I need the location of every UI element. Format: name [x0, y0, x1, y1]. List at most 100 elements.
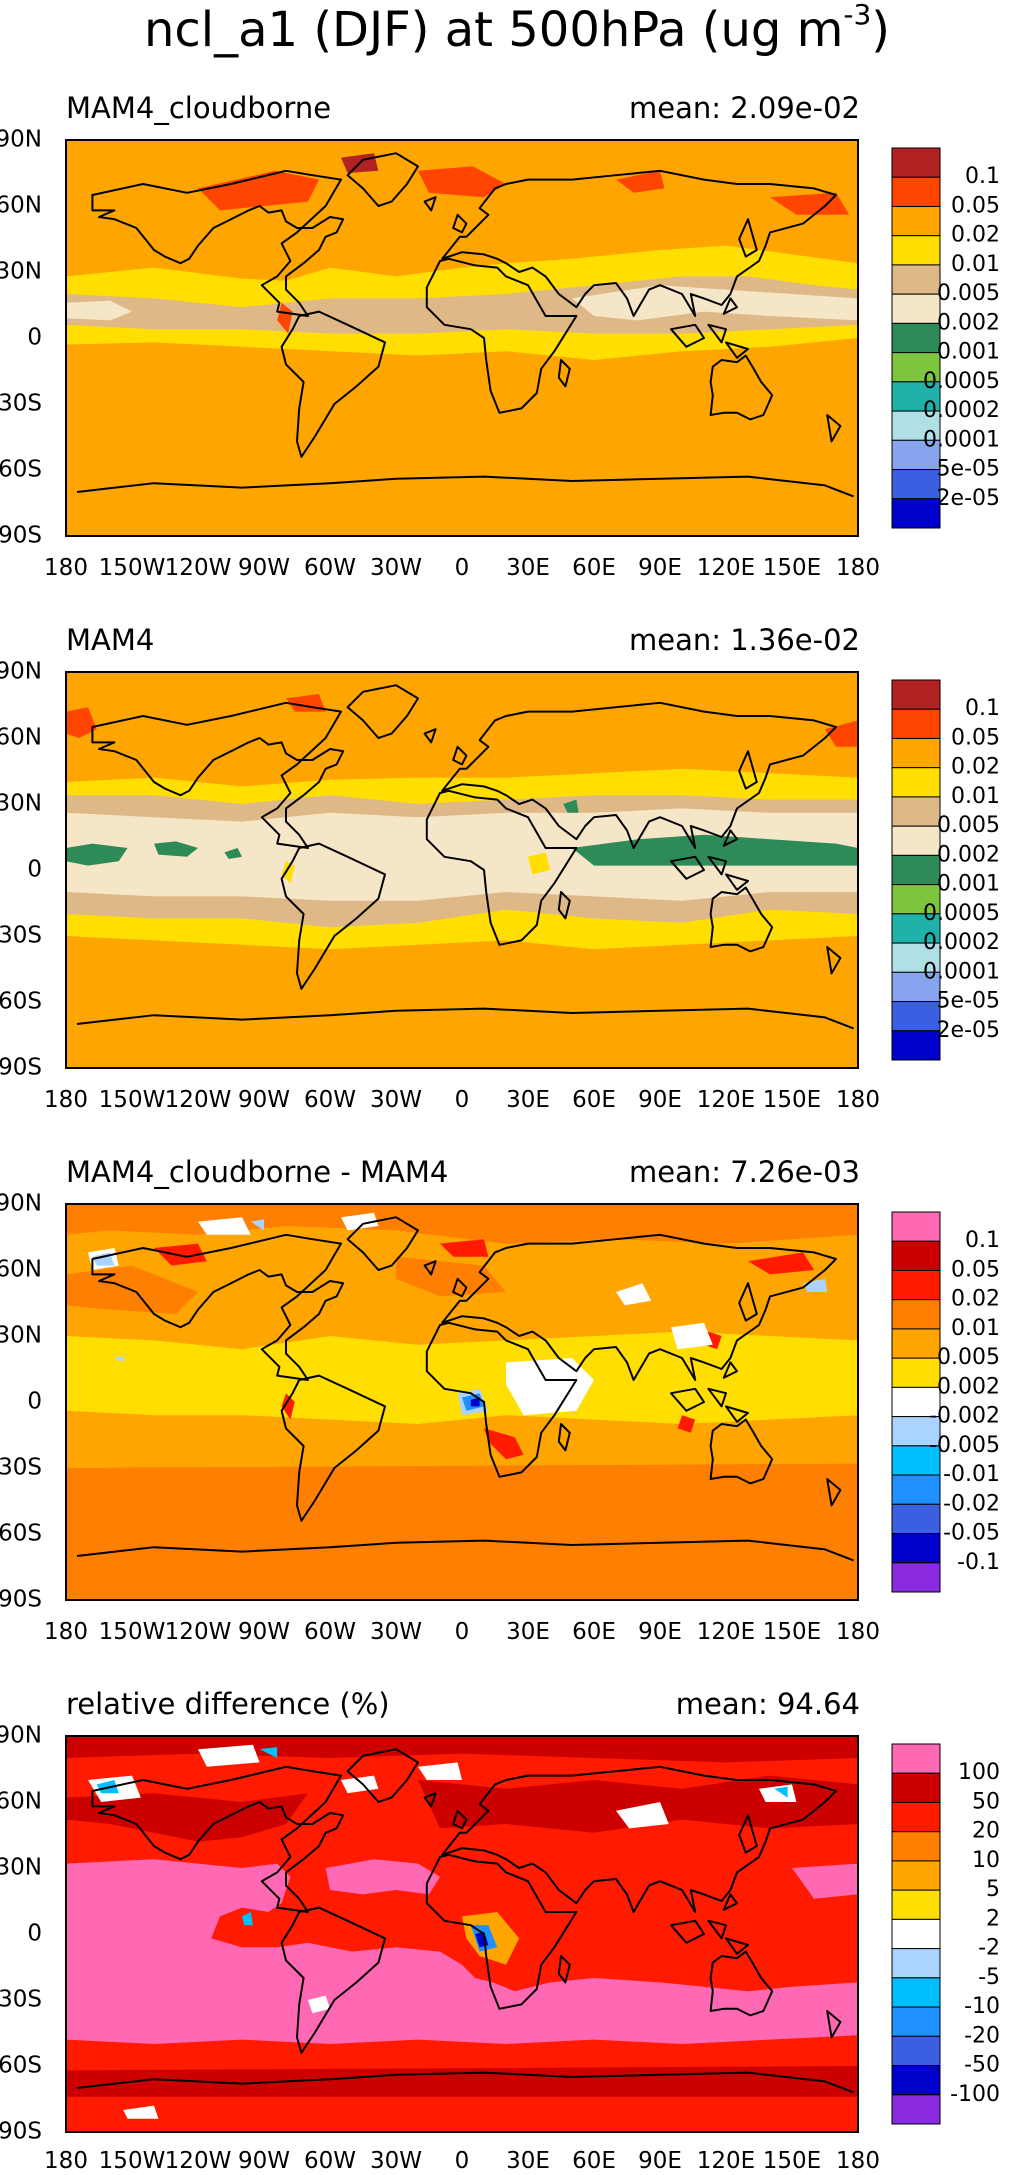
svg-text:30E: 30E	[506, 1619, 550, 1645]
svg-text:30S: 30S	[0, 1987, 42, 2013]
colorbar-label: 0.005	[937, 281, 1000, 306]
colorbar-swatch	[891, 147, 941, 178]
svg-text:90S: 90S	[0, 1055, 42, 1081]
svg-text:120E: 120E	[697, 1087, 755, 1113]
colorbar-label: -5	[978, 1965, 1000, 1990]
colorbar-swatch	[891, 2035, 941, 2067]
colorbar-label: 0.001	[937, 872, 1000, 897]
colorbar-swatch	[891, 205, 941, 237]
svg-text:60E: 60E	[572, 555, 616, 581]
panel-mean: mean: 1.36e-02	[629, 623, 860, 657]
svg-text:0: 0	[27, 857, 42, 883]
colorbar: 0.1 0.05 0.02 0.01 0.005 0.002 0.001 0.0005 0.00…	[891, 147, 1000, 529]
svg-text:30N: 30N	[0, 259, 42, 285]
colorbar-label: 0.0001	[923, 427, 1000, 452]
colorbar-label: 2e-05	[937, 1018, 1000, 1043]
colorbar-label: -0.1	[957, 1550, 1000, 1575]
svg-text:150W: 150W	[99, 1619, 166, 1645]
svg-text:180: 180	[836, 2148, 880, 2174]
colorbar-swatch	[891, 1977, 941, 2008]
colorbar-label: 0.005	[937, 813, 1000, 838]
colorbar-label: 0.05	[951, 1257, 1000, 1282]
panel-title: relative difference (%)	[66, 1687, 390, 1721]
heatmap-field	[66, 140, 858, 536]
colorbar-label: 0.002	[937, 1374, 1000, 1399]
colorbar-swatch	[891, 1533, 941, 1564]
svg-text:60W: 60W	[304, 1619, 356, 1645]
svg-text:60S: 60S	[0, 1521, 42, 1547]
colorbar-label: 0.02	[951, 1287, 1000, 1312]
svg-text:120E: 120E	[697, 2148, 755, 2174]
colorbar-swatch	[891, 1240, 941, 1271]
panel-mean: mean: 2.09e-02	[629, 91, 860, 125]
colorbar-swatch	[891, 796, 941, 827]
svg-text:90N: 90N	[0, 1723, 42, 1749]
svg-text:60N: 60N	[0, 193, 42, 219]
colorbar-swatch	[891, 1918, 941, 1950]
svg-text:30N: 30N	[0, 1323, 42, 1349]
colorbar-label: 0.002	[937, 842, 1000, 867]
lat-axis: 90N 60N 30N 0 30S 60S 90S	[0, 659, 42, 1081]
panel-relative-difference: relative difference (%) mean: 94.64 90N …	[0, 1687, 1000, 2174]
colorbar-label: -0.005	[929, 1433, 1000, 1458]
svg-text:60E: 60E	[572, 1087, 616, 1113]
panel-title: MAM4_cloudborne	[66, 91, 331, 125]
colorbar-swatch	[891, 1030, 941, 1061]
colorbar-label: 0.001	[937, 340, 1000, 365]
lat-axis: 90N 60N 30N 0 30S 60S 90S	[0, 1191, 42, 1613]
svg-text:60S: 60S	[0, 457, 42, 483]
colorbar-label: 0.002	[937, 310, 1000, 335]
colorbar-swatch	[891, 1211, 941, 1242]
figure-title: ncl_a1 (DJF) at 500hPa (ug m-3)	[144, 0, 890, 58]
lat-axis: 90N 60N 30N 0 30S 60S 90S	[0, 1723, 42, 2145]
colorbar-swatch	[891, 1772, 941, 1803]
colorbar-swatch	[891, 737, 941, 769]
colorbar-swatch	[891, 235, 941, 266]
svg-text:120W: 120W	[165, 555, 232, 581]
colorbar-swatch	[891, 1001, 941, 1032]
colorbar-label: 0.01	[951, 784, 1000, 809]
colorbar-label: 2	[986, 1906, 1000, 1931]
svg-text:90S: 90S	[0, 1587, 42, 1613]
colorbar-swatch	[891, 1386, 941, 1418]
colorbar-label: -10	[964, 1994, 1000, 2019]
colorbar-swatch	[891, 1269, 941, 1301]
colorbar-label: 0.1	[965, 1228, 1000, 1253]
colorbar-label: -100	[950, 2082, 1000, 2107]
svg-text:0: 0	[27, 1389, 42, 1415]
svg-text:30E: 30E	[506, 555, 550, 581]
colorbar-label: 0.0001	[923, 959, 1000, 984]
panel-mean: mean: 7.26e-03	[629, 1155, 860, 1189]
colorbar-swatch	[891, 679, 941, 710]
colorbar-swatch	[891, 854, 941, 886]
colorbar-label: 5e-05	[937, 457, 1000, 482]
svg-text:30N: 30N	[0, 1855, 42, 1881]
colorbar-swatch	[891, 293, 941, 324]
colorbar-label: -2	[978, 1936, 1000, 1961]
svg-text:0: 0	[455, 2148, 470, 2174]
heatmap-field	[66, 1204, 858, 1600]
svg-text:120W: 120W	[165, 1619, 232, 1645]
lon-axis: 180 150W 120W 90W 60W 30W 0 30E 60E 90E …	[44, 2148, 880, 2174]
colorbar: 0.1 0.05 0.02 0.01 0.005 0.002 -0.002 -0.005 -0.…	[891, 1211, 1000, 1593]
colorbar-swatch	[891, 1860, 941, 1891]
svg-text:30S: 30S	[0, 391, 42, 417]
svg-text:60N: 60N	[0, 725, 42, 751]
svg-text:180: 180	[836, 1087, 880, 1113]
svg-text:0: 0	[27, 325, 42, 351]
svg-text:180: 180	[44, 1087, 88, 1113]
svg-text:30W: 30W	[370, 1087, 422, 1113]
colorbar-label: 0.0005	[923, 901, 1000, 926]
colorbar-label: 0.1	[965, 696, 1000, 721]
panel-title: MAM4_cloudborne - MAM4	[66, 1155, 448, 1189]
panel-mam4-cloudborne: MAM4_cloudborne mean: 2.09e-02 90N 60N 3…	[0, 91, 1000, 581]
colorbar-swatch	[891, 1801, 941, 1833]
lon-axis: 180 150W 120W 90W 60W 30W 0 30E 60E 90E …	[44, 555, 880, 581]
colorbar-label: 0.05	[951, 725, 1000, 750]
colorbar-swatch	[891, 1328, 941, 1359]
svg-text:180: 180	[836, 1619, 880, 1645]
colorbar-label: 100	[958, 1760, 1000, 1785]
lon-axis: 180 150W 120W 90W 60W 30W 0 30E 60E 90E …	[44, 1087, 880, 1113]
svg-text:120E: 120E	[697, 555, 755, 581]
